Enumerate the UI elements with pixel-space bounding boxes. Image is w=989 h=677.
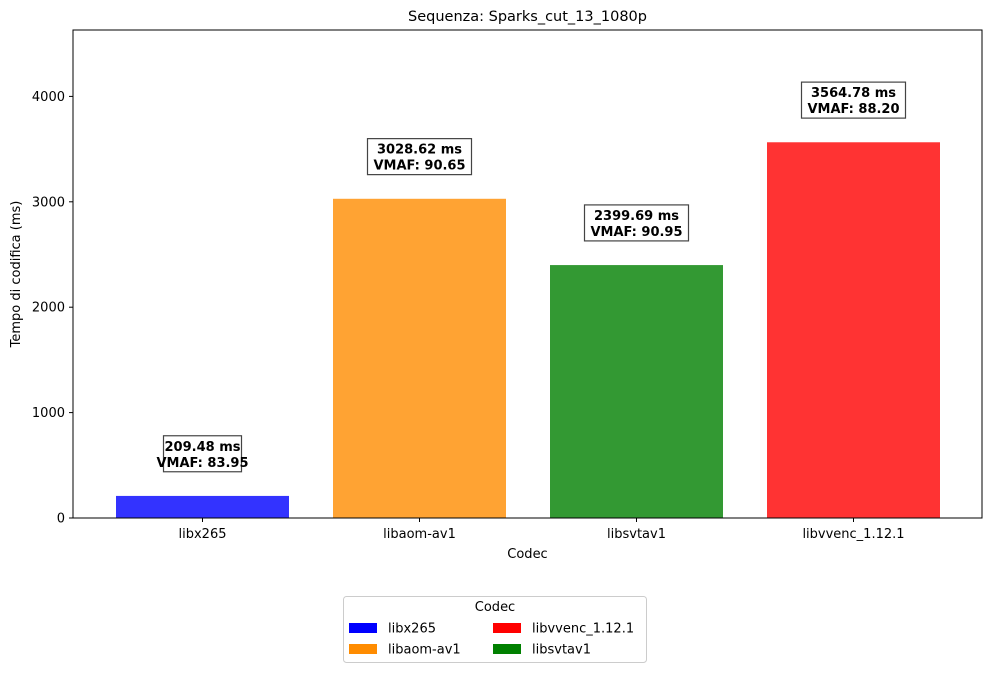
- annotation-vmaf: VMAF: 88.20: [807, 102, 899, 117]
- legend-swatch-libaom-av1: [349, 644, 377, 654]
- x-tick-label: libx265: [179, 527, 227, 542]
- y-tick-label: 1000: [32, 406, 65, 421]
- legend-label: libvvenc_1.12.1: [532, 622, 634, 637]
- legend-label: libsvtav1: [532, 643, 591, 658]
- annotation-box: [800, 81, 907, 119]
- annotation-time: 2399.69 ms: [594, 209, 679, 224]
- legend-swatch-libx265: [349, 623, 377, 633]
- y-axis-label: Tempo di codifica (ms): [9, 201, 24, 349]
- annotation-box: [583, 204, 690, 242]
- y-tick-label: 2000: [32, 301, 65, 316]
- annotation-vmaf: VMAF: 83.95: [156, 456, 248, 471]
- legend-swatch-libsvtav1: [493, 644, 521, 654]
- bar-libx265: [116, 495, 289, 518]
- x-axis-label: Codec: [507, 547, 547, 562]
- plot-frame: [72, 29, 983, 519]
- legend: Codec libx265 libvvenc_1.12.1 libaom-av1 li…: [343, 596, 647, 663]
- annotation-vmaf: VMAF: 90.95: [590, 225, 682, 240]
- y-tick-label: 3000: [32, 195, 65, 210]
- legend-label: libaom-av1: [388, 643, 461, 658]
- annotation-box: [366, 138, 473, 176]
- x-tick-label: libaom-av1: [383, 527, 456, 542]
- bar-libaom-av1: [333, 198, 506, 518]
- x-tick-label: libsvtav1: [607, 527, 666, 542]
- bar-libsvtav1: [550, 265, 723, 518]
- legend-title: Codec: [475, 600, 515, 615]
- legend-label: libx265: [388, 622, 436, 637]
- x-tick-label: libvvenc_1.12.1: [802, 527, 904, 542]
- y-tick-label: 4000: [32, 90, 65, 105]
- annotation-time: 3564.78 ms: [811, 86, 896, 101]
- y-tick-label: 0: [57, 512, 65, 527]
- annotation-time: 3028.62 ms: [377, 143, 462, 158]
- bar-libvvenc_1.12.1: [767, 142, 940, 518]
- legend-swatch-libvvenc_1.12.1: [493, 623, 521, 633]
- annotation-box: [162, 435, 243, 473]
- annotation-vmaf: VMAF: 90.65: [373, 159, 465, 174]
- annotation-time: 209.48 ms: [165, 440, 241, 455]
- chart-title: Sequenza: Sparks_cut_13_1080p: [408, 9, 647, 25]
